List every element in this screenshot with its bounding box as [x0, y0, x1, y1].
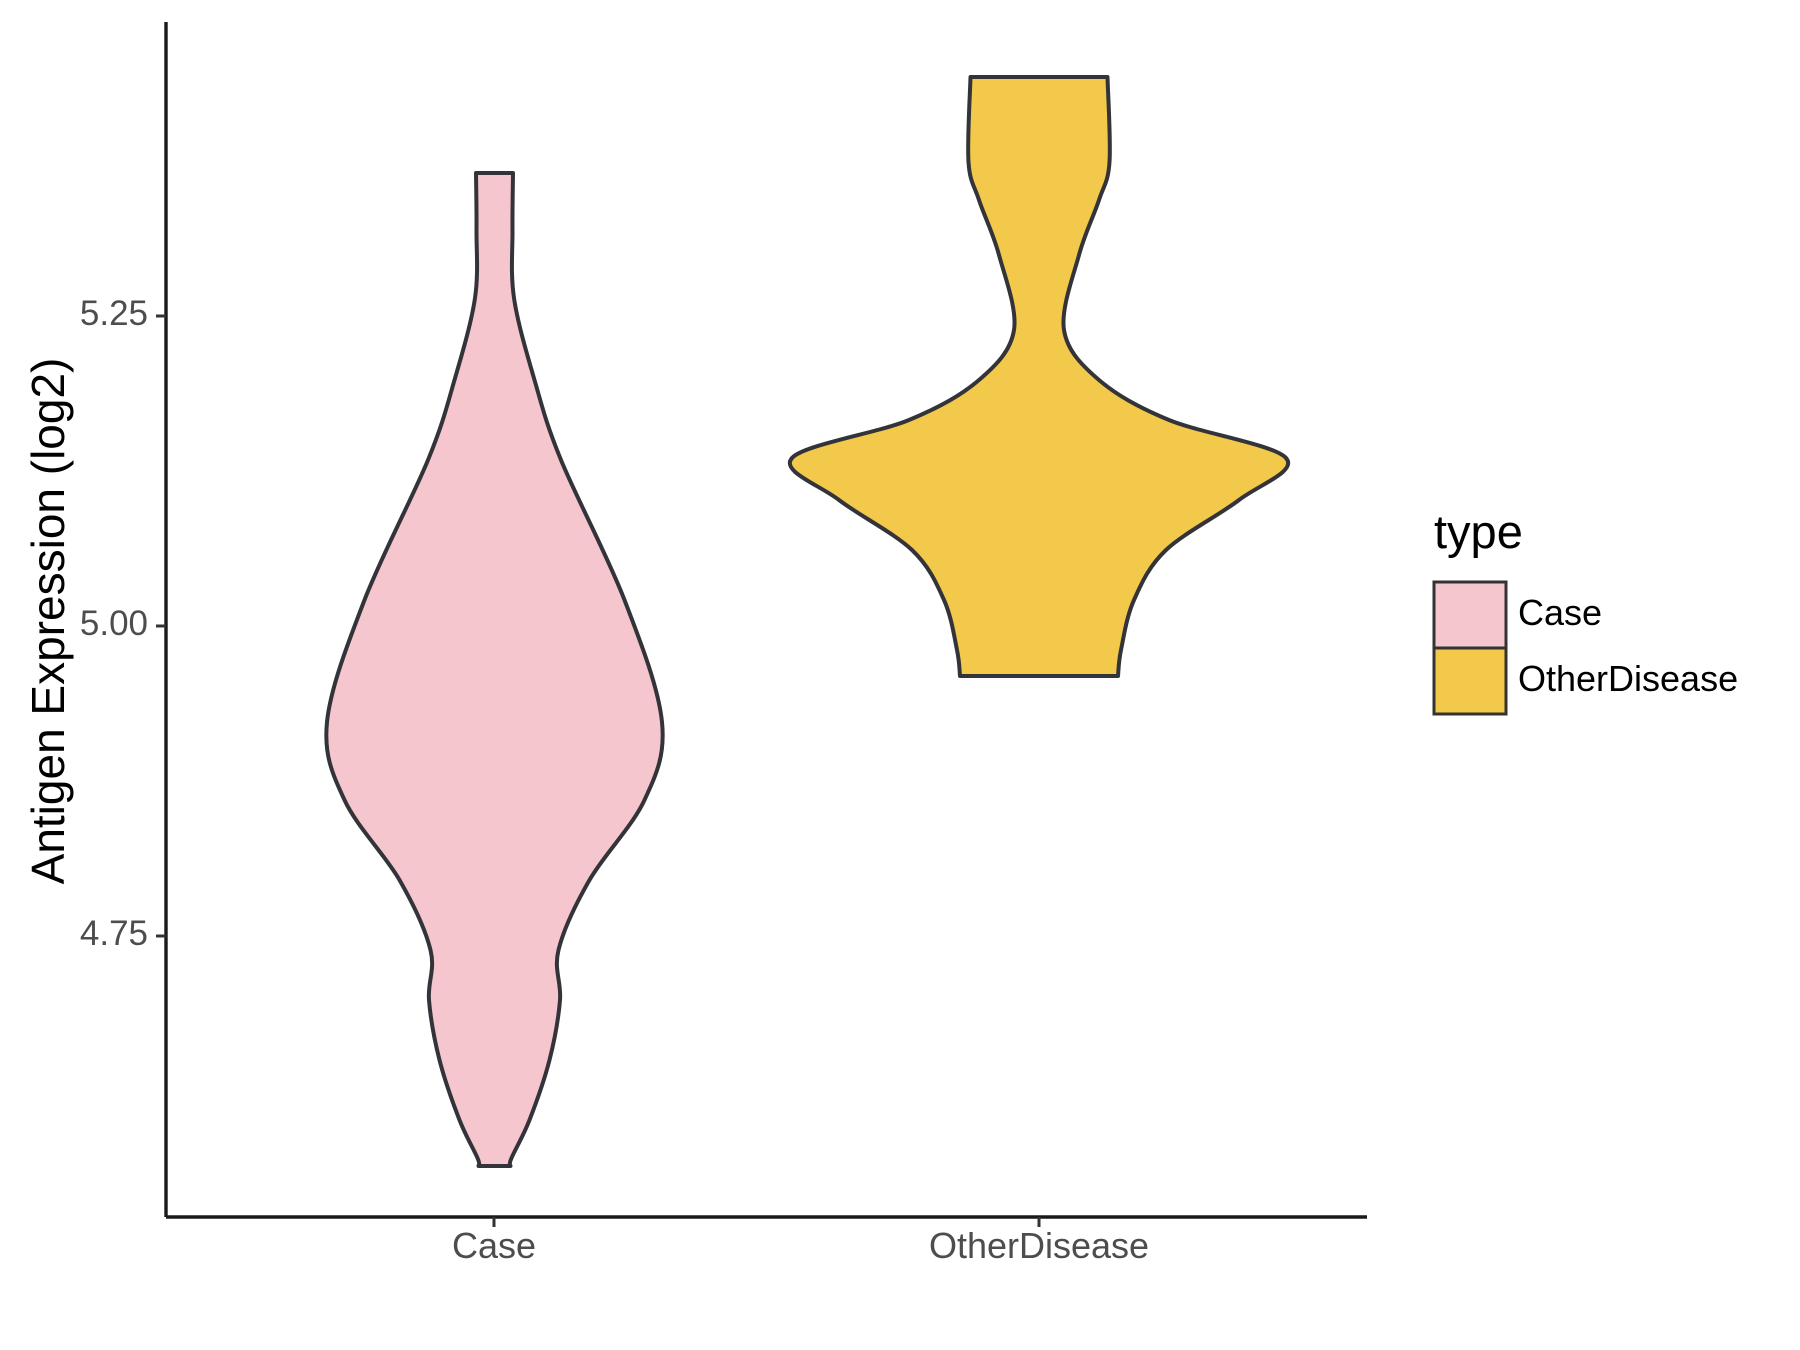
svg-text:5.00: 5.00: [80, 604, 148, 643]
svg-text:Case: Case: [1518, 592, 1602, 633]
svg-text:type: type: [1434, 505, 1523, 558]
svg-text:Antigen Expression (log2): Antigen Expression (log2): [22, 358, 74, 885]
svg-text:4.75: 4.75: [80, 914, 148, 953]
svg-text:Case: Case: [452, 1225, 536, 1266]
svg-text:OtherDisease: OtherDisease: [929, 1225, 1149, 1266]
svg-text:5.25: 5.25: [80, 294, 148, 333]
svg-text:OtherDisease: OtherDisease: [1518, 658, 1738, 699]
